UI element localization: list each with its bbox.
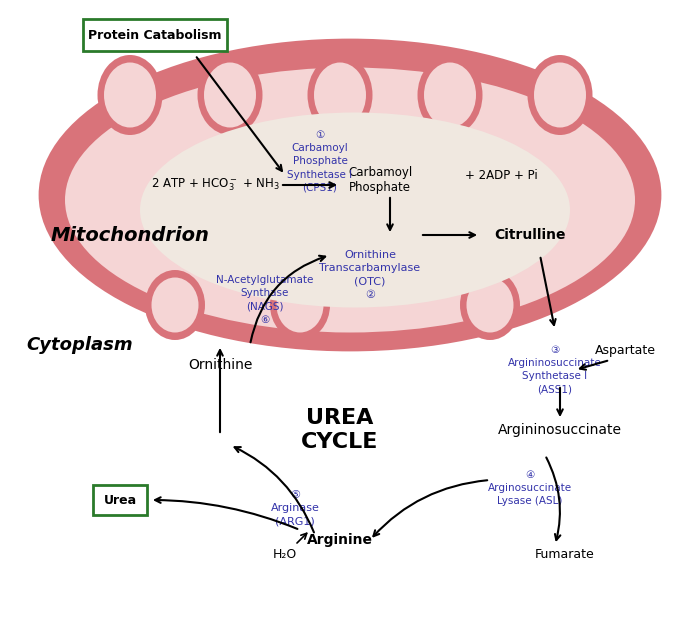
Ellipse shape xyxy=(466,277,514,332)
Text: Aspartate: Aspartate xyxy=(594,344,655,357)
FancyBboxPatch shape xyxy=(93,485,147,515)
Ellipse shape xyxy=(460,270,520,340)
Text: H₂O: H₂O xyxy=(273,549,297,562)
Ellipse shape xyxy=(307,55,372,135)
Text: Urea: Urea xyxy=(104,494,136,507)
Ellipse shape xyxy=(145,270,205,340)
Text: Citrulline: Citrulline xyxy=(494,228,566,242)
Text: Argininosuccinate: Argininosuccinate xyxy=(498,423,622,437)
Text: ④
Arginosuccinate
Lysase (ASL): ④ Arginosuccinate Lysase (ASL) xyxy=(488,470,572,506)
Text: UREA
CYCLE: UREA CYCLE xyxy=(301,408,379,452)
Text: N-Acetylglutamate
Synthase
(NAGS)
⑥: N-Acetylglutamate Synthase (NAGS) ⑥ xyxy=(216,275,314,324)
Ellipse shape xyxy=(314,62,366,127)
Ellipse shape xyxy=(204,62,256,127)
Text: Fumarate: Fumarate xyxy=(535,549,595,562)
Text: ③
Argininosuccinate
Synthetase I
(ASS1): ③ Argininosuccinate Synthetase I (ASS1) xyxy=(508,345,602,395)
Text: Cytoplasm: Cytoplasm xyxy=(27,336,133,354)
Ellipse shape xyxy=(424,62,476,127)
FancyBboxPatch shape xyxy=(83,19,227,51)
Text: Ornithine: Ornithine xyxy=(188,358,252,372)
Ellipse shape xyxy=(40,40,660,350)
Ellipse shape xyxy=(104,62,156,127)
Text: + 2ADP + Pi: + 2ADP + Pi xyxy=(465,169,538,182)
Text: Mitochondrion: Mitochondrion xyxy=(50,226,209,245)
Ellipse shape xyxy=(528,55,592,135)
Ellipse shape xyxy=(65,67,635,332)
Ellipse shape xyxy=(197,55,262,135)
Text: ⑤
Arginase
(ARG1): ⑤ Arginase (ARG1) xyxy=(271,490,319,527)
Ellipse shape xyxy=(534,62,586,127)
Ellipse shape xyxy=(151,277,199,332)
Text: ①
Carbamoyl
Phosphate
Synthetase I
(CPS1): ① Carbamoyl Phosphate Synthetase I (CPS1… xyxy=(288,130,353,193)
Ellipse shape xyxy=(417,55,482,135)
Ellipse shape xyxy=(270,270,330,340)
Ellipse shape xyxy=(140,112,570,308)
Text: Carbamoyl
Phosphate: Carbamoyl Phosphate xyxy=(348,166,412,194)
Text: 2 ATP + HCO$_3^-$ + NH$_3$: 2 ATP + HCO$_3^-$ + NH$_3$ xyxy=(150,177,279,193)
Text: Protein Catabolism: Protein Catabolism xyxy=(88,28,222,41)
Text: Arginine: Arginine xyxy=(307,533,373,547)
Ellipse shape xyxy=(276,277,323,332)
Ellipse shape xyxy=(97,55,162,135)
Text: Ornithine
Transcarbamylase
(OTC)
②: Ornithine Transcarbamylase (OTC) ② xyxy=(319,250,421,300)
